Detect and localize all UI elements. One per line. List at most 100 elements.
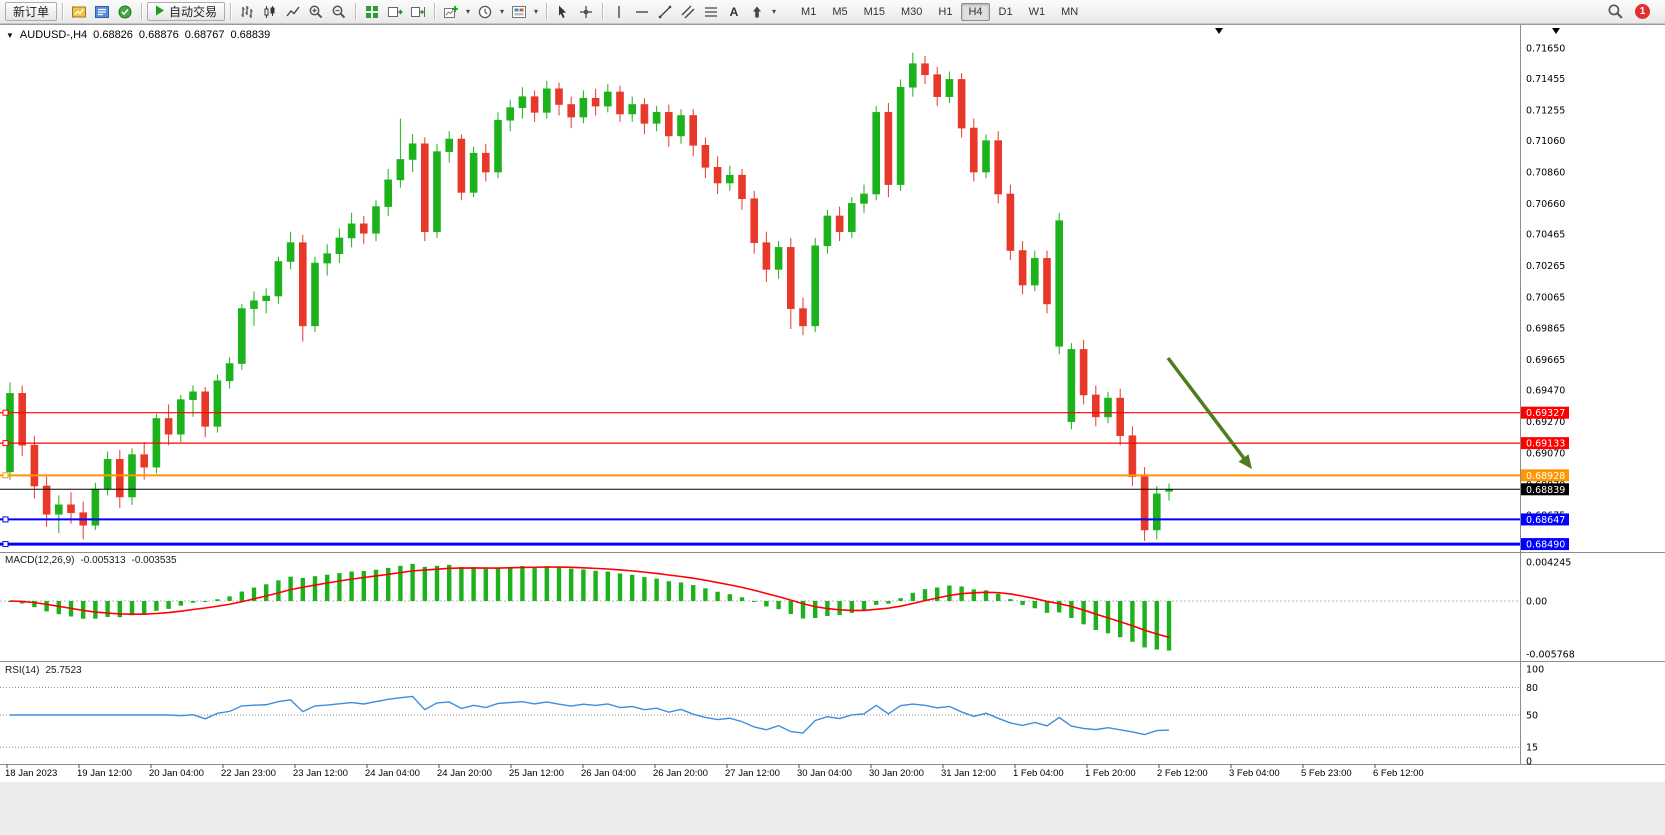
macd-signal-value: -0.003535	[131, 555, 177, 566]
price-box-label: 0.69133	[1526, 439, 1565, 450]
timeframe-H4[interactable]: H4	[961, 2, 990, 21]
time-label: 1 Feb 20:00	[1085, 768, 1136, 779]
time-label: 30 Jan 20:00	[869, 768, 924, 779]
toolbar-separator	[434, 3, 436, 20]
crosshair-icon[interactable]	[575, 2, 597, 22]
rsi-name: RSI(14)	[5, 665, 40, 676]
price-box-label: 0.68928	[1526, 471, 1565, 482]
market-watch-icon[interactable]	[68, 2, 90, 22]
macd-value: -0.005313	[80, 555, 126, 566]
templates-dropdown-icon[interactable]: ▾	[534, 7, 539, 16]
time-label: 1 Feb 04:00	[1013, 768, 1064, 779]
rsi-scale-label: 80	[1526, 683, 1538, 694]
auto-trading-button[interactable]: 自动交易	[147, 2, 226, 21]
timeframe-W1[interactable]: W1	[1022, 3, 1053, 21]
macd-scale-label: 0.00	[1526, 597, 1547, 608]
timeframe-D1[interactable]: D1	[992, 3, 1020, 21]
macd-header: MACD(12,26,9) -0.005313 -0.003535	[5, 555, 177, 566]
auto-trading-label: 自动交易	[169, 5, 218, 19]
scale-marker[interactable]	[1552, 28, 1560, 34]
price-scale-label: 0.70860	[1526, 168, 1565, 179]
time-axis[interactable]: 18 Jan 2023 19 Jan 12:00 20 Jan 04:00 22 Ja…	[0, 768, 1665, 782]
periods-icon[interactable]	[474, 2, 496, 22]
drawing-more-dropdown-icon[interactable]: ▾	[772, 7, 777, 16]
rsi-scale-label: 50	[1526, 711, 1538, 722]
macd-histogram	[7, 563, 1172, 651]
ohlc-low: 0.68767	[184, 29, 225, 41]
toolbar-separator	[546, 3, 548, 20]
cursor-icon[interactable]	[552, 2, 574, 22]
candlestick-icon[interactable]	[259, 2, 281, 22]
macd-name: MACD(12,26,9)	[5, 555, 75, 566]
periods-dropdown-icon[interactable]: ▾	[500, 7, 505, 16]
time-label: 2 Feb 12:00	[1157, 768, 1208, 779]
line-chart-icon[interactable]	[282, 2, 304, 22]
search-icon[interactable]	[1604, 2, 1626, 22]
price-scale-label: 0.71060	[1526, 136, 1565, 147]
timeframe-M1[interactable]: M1	[794, 3, 823, 21]
bar-chart-icon[interactable]	[236, 2, 258, 22]
time-label: 3 Feb 04:00	[1229, 768, 1280, 779]
price-box-0.68647	[1521, 513, 1569, 526]
horizontal-line-icon[interactable]	[631, 2, 653, 22]
terminal-icon[interactable]	[114, 2, 136, 22]
price-box-0.68490	[1521, 538, 1569, 551]
indicators-icon[interactable]	[440, 2, 462, 22]
rsi-header: RSI(14) 25.7523	[5, 665, 82, 676]
zoom-in-icon[interactable]	[305, 2, 327, 22]
macd-signal-line	[9, 566, 1170, 639]
indicators-dropdown-icon[interactable]: ▾	[466, 7, 471, 16]
notification-badge[interactable]: 1	[1635, 4, 1650, 19]
line-handle[interactable]	[2, 472, 9, 479]
tile-windows-icon[interactable]	[361, 2, 383, 22]
candles[interactable]	[6, 52, 1173, 541]
chart-shift-icon[interactable]	[407, 2, 429, 22]
time-label: 24 Jan 20:00	[437, 768, 492, 779]
navigator-icon[interactable]	[91, 2, 113, 22]
price-box-0.69327	[1521, 406, 1569, 419]
line-handle[interactable]	[2, 516, 9, 523]
chart-canvas[interactable]: 0.71650 0.71455 0.71255 0.71060 0.70860 0.706…	[0, 25, 1665, 783]
price-scale-label: 0.69470	[1526, 386, 1565, 397]
chart-region[interactable]: 0.71650 0.71455 0.71255 0.71060 0.70860 0.706…	[0, 24, 1665, 782]
svg-text:A: A	[730, 5, 739, 19]
time-label: 6 Feb 12:00	[1373, 768, 1424, 779]
channel-icon[interactable]	[677, 2, 699, 22]
line-handle[interactable]	[2, 440, 9, 447]
chart-ohlc-header: ▼ AUDUSD-,H4 0.68826 0.68876 0.68767 0.6…	[6, 29, 270, 41]
price-box-0.68928	[1521, 469, 1569, 482]
annotation-arrow-head[interactable]	[1238, 454, 1253, 469]
rsi-scale-label: 15	[1526, 743, 1538, 754]
macd-scale-label: -0.005768	[1526, 650, 1575, 661]
timeframe-MN[interactable]: MN	[1054, 3, 1085, 21]
new-order-button[interactable]: 新订单	[5, 2, 58, 21]
symbol-dropdown-icon[interactable]: ▼	[6, 30, 14, 40]
price-box-0.68839	[1521, 483, 1569, 496]
timeframe-M5[interactable]: M5	[825, 3, 854, 21]
time-label: 24 Jan 04:00	[365, 768, 420, 779]
toolbar-separator	[62, 3, 64, 20]
arrows-icon[interactable]	[746, 2, 768, 22]
trendline-icon[interactable]	[654, 2, 676, 22]
price-box-label: 0.68647	[1526, 515, 1565, 526]
price-scale-label: 0.70265	[1526, 261, 1565, 272]
time-label: 30 Jan 04:00	[797, 768, 852, 779]
price-scale-label: 0.70660	[1526, 199, 1565, 210]
text-label-icon[interactable]: A	[723, 2, 745, 22]
timeframe-M15[interactable]: M15	[857, 3, 892, 21]
line-handle[interactable]	[2, 409, 9, 416]
price-scale-label: 0.69865	[1526, 324, 1565, 335]
timeframe-M30[interactable]: M30	[894, 3, 929, 21]
vertical-line-icon[interactable]	[608, 2, 630, 22]
annotation-arrow[interactable]	[1166, 356, 1248, 463]
line-handle[interactable]	[2, 541, 9, 548]
zoom-out-icon[interactable]	[328, 2, 350, 22]
fibonacci-icon[interactable]	[700, 2, 722, 22]
toolbar-separator	[355, 3, 357, 20]
price-scale-label: 0.70065	[1526, 292, 1565, 303]
chart-shift-marker[interactable]	[1215, 28, 1223, 34]
templates-icon[interactable]	[508, 2, 530, 22]
auto-scroll-icon[interactable]	[384, 2, 406, 22]
timeframe-H1[interactable]: H1	[931, 3, 959, 21]
